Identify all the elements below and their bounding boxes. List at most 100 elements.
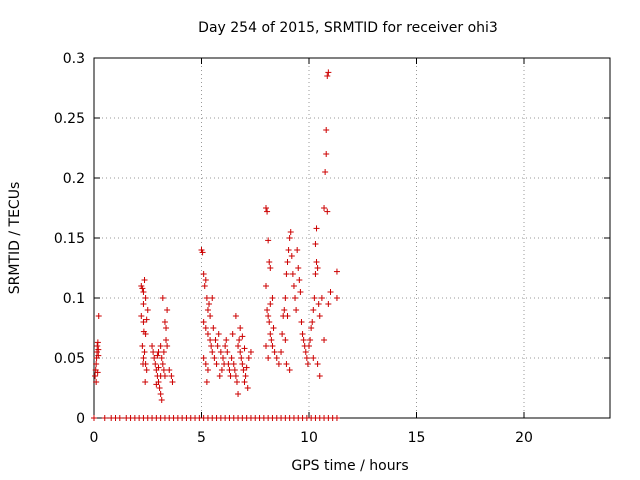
- data-point: [282, 295, 289, 301]
- data-point: [265, 355, 272, 361]
- data-point: [324, 208, 331, 215]
- data-points: [91, 69, 340, 421]
- data-point: [270, 325, 277, 331]
- data-point: [267, 301, 274, 307]
- data-point: [318, 295, 325, 301]
- data-point: [153, 381, 160, 388]
- data-point: [150, 349, 157, 355]
- data-point: [155, 364, 162, 371]
- data-point: [323, 127, 330, 133]
- data-point: [265, 313, 272, 319]
- data-point: [263, 283, 269, 289]
- data-point: [141, 349, 148, 355]
- data-point: [212, 337, 219, 343]
- data-point: [314, 361, 321, 367]
- y-axis: 0 0.05 0.1 0.15 0.2 0.25 0.3: [54, 51, 610, 427]
- data-point: [140, 319, 147, 325]
- chart-title: Day 254 of 2015, SRMTID for receiver ohi…: [198, 20, 498, 36]
- data-point: [217, 349, 224, 355]
- data-point: [267, 265, 274, 271]
- data-point: [304, 361, 311, 367]
- plot-frame: [93, 57, 611, 419]
- data-point: [210, 325, 217, 331]
- data-point: [298, 319, 305, 325]
- data-point: [307, 337, 314, 343]
- data-point: [223, 337, 230, 343]
- data-point: [310, 307, 317, 313]
- data-point: [200, 319, 207, 325]
- data-point: [152, 361, 159, 367]
- data-point: [94, 369, 101, 376]
- data-point: [200, 355, 207, 361]
- data-point: [333, 268, 340, 275]
- data-point: [316, 373, 323, 379]
- data-point: [239, 333, 246, 340]
- data-point: [159, 361, 166, 367]
- data-point: [154, 352, 161, 359]
- data-point: [209, 295, 216, 301]
- data-point: [139, 285, 146, 292]
- data-point: [323, 151, 330, 157]
- data-point: [241, 379, 248, 385]
- data-point: [239, 361, 246, 367]
- data-point: [244, 385, 251, 391]
- data-point: [208, 343, 215, 349]
- data-point: [95, 313, 102, 319]
- data-point: [267, 331, 274, 337]
- data-point: [151, 355, 158, 361]
- data-point: [278, 349, 285, 355]
- data-point: [242, 373, 249, 379]
- data-point: [227, 373, 234, 379]
- data-point: [213, 361, 220, 367]
- data-point: [327, 289, 334, 295]
- data-point: [94, 343, 101, 349]
- data-point: [236, 337, 243, 343]
- data-point: [279, 331, 286, 337]
- data-point: [232, 373, 239, 379]
- data-point: [202, 277, 209, 283]
- data-point: [203, 379, 210, 385]
- data-point: [286, 235, 293, 241]
- data-point: [94, 339, 101, 346]
- data-point: [158, 355, 165, 361]
- data-point: [282, 337, 289, 343]
- data-point: [204, 367, 211, 373]
- data-point: [209, 349, 216, 355]
- data-point: [143, 316, 150, 323]
- data-point: [268, 337, 275, 343]
- data-point: [157, 343, 164, 349]
- data-point: [289, 271, 296, 277]
- x-tick-label: 0: [90, 430, 99, 446]
- data-point: [204, 331, 211, 337]
- y-tick-label: 0.1: [63, 291, 85, 307]
- data-point: [157, 391, 164, 397]
- y-tick-label: 0.3: [63, 51, 85, 67]
- data-point: [283, 271, 290, 277]
- data-point: [233, 379, 240, 385]
- x-tick-label: 15: [408, 430, 426, 446]
- y-tick-label: 0: [76, 411, 85, 427]
- data-point: [140, 328, 147, 335]
- data-point: [275, 361, 282, 367]
- data-point: [166, 367, 173, 373]
- data-point: [159, 295, 166, 301]
- data-point: [240, 367, 247, 373]
- data-point: [287, 229, 294, 235]
- data-point: [144, 307, 151, 313]
- data-point: [149, 343, 156, 349]
- data-point: [226, 367, 233, 373]
- x-tick-label: 20: [515, 430, 533, 446]
- data-point: [263, 343, 269, 349]
- data-point: [157, 373, 164, 379]
- data-point: [160, 367, 167, 373]
- data-point: [311, 295, 318, 301]
- data-point: [312, 271, 319, 277]
- data-point: [168, 373, 175, 379]
- data-point: [266, 259, 273, 265]
- data-point: [324, 73, 331, 79]
- x-tick-label: 5: [197, 430, 206, 446]
- data-point: [247, 349, 254, 355]
- data-point: [308, 325, 315, 331]
- data-point: [303, 355, 310, 361]
